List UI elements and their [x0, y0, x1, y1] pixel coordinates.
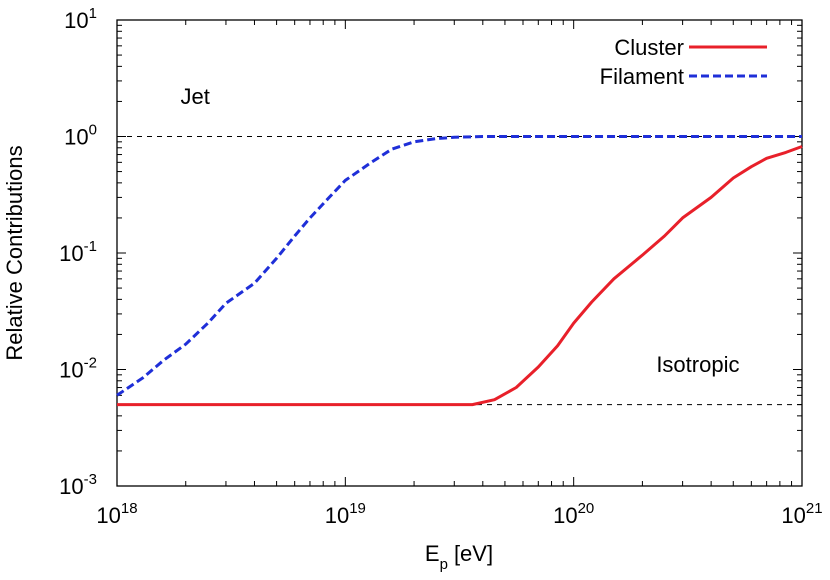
legend-label-filament: Filament [600, 64, 684, 89]
plot-frame [116, 19, 803, 487]
x-tick-labels: 1018 1019 1020 1021 [96, 500, 822, 528]
axis-ticks [116, 19, 803, 487]
y-tick-label: 10-2 [59, 355, 97, 383]
series-line-cluster [117, 145, 803, 407]
x-tick-label: 1018 [96, 500, 137, 528]
y-axis-label: Relative Contributions [2, 145, 27, 360]
legend-label-cluster: Cluster [614, 35, 684, 60]
isotropic-annotation: Isotropic [656, 352, 739, 377]
x-tick-label: 1021 [781, 500, 822, 528]
series-lines [116, 135, 803, 407]
x-tick-label: 1019 [325, 500, 366, 528]
y-tick-label: 101 [64, 5, 97, 33]
series-line-filament [116, 135, 802, 397]
y-tick-labels: 10-3 10-2 10-1 100 101 [59, 5, 97, 499]
legend: Cluster Filament [600, 35, 767, 89]
x-axis-label-base: E [425, 541, 440, 566]
y-tick-label: 100 [64, 122, 97, 150]
x-axis-label: Ep [eV] [425, 541, 493, 573]
x-axis-label-subscript: p [440, 556, 448, 573]
y-tick-label: 10-1 [59, 238, 97, 266]
y-tick-label: 10-3 [59, 471, 97, 499]
jet-annotation: Jet [181, 84, 210, 109]
x-tick-label: 1020 [553, 500, 594, 528]
x-axis-label-unit: [eV] [454, 541, 493, 566]
